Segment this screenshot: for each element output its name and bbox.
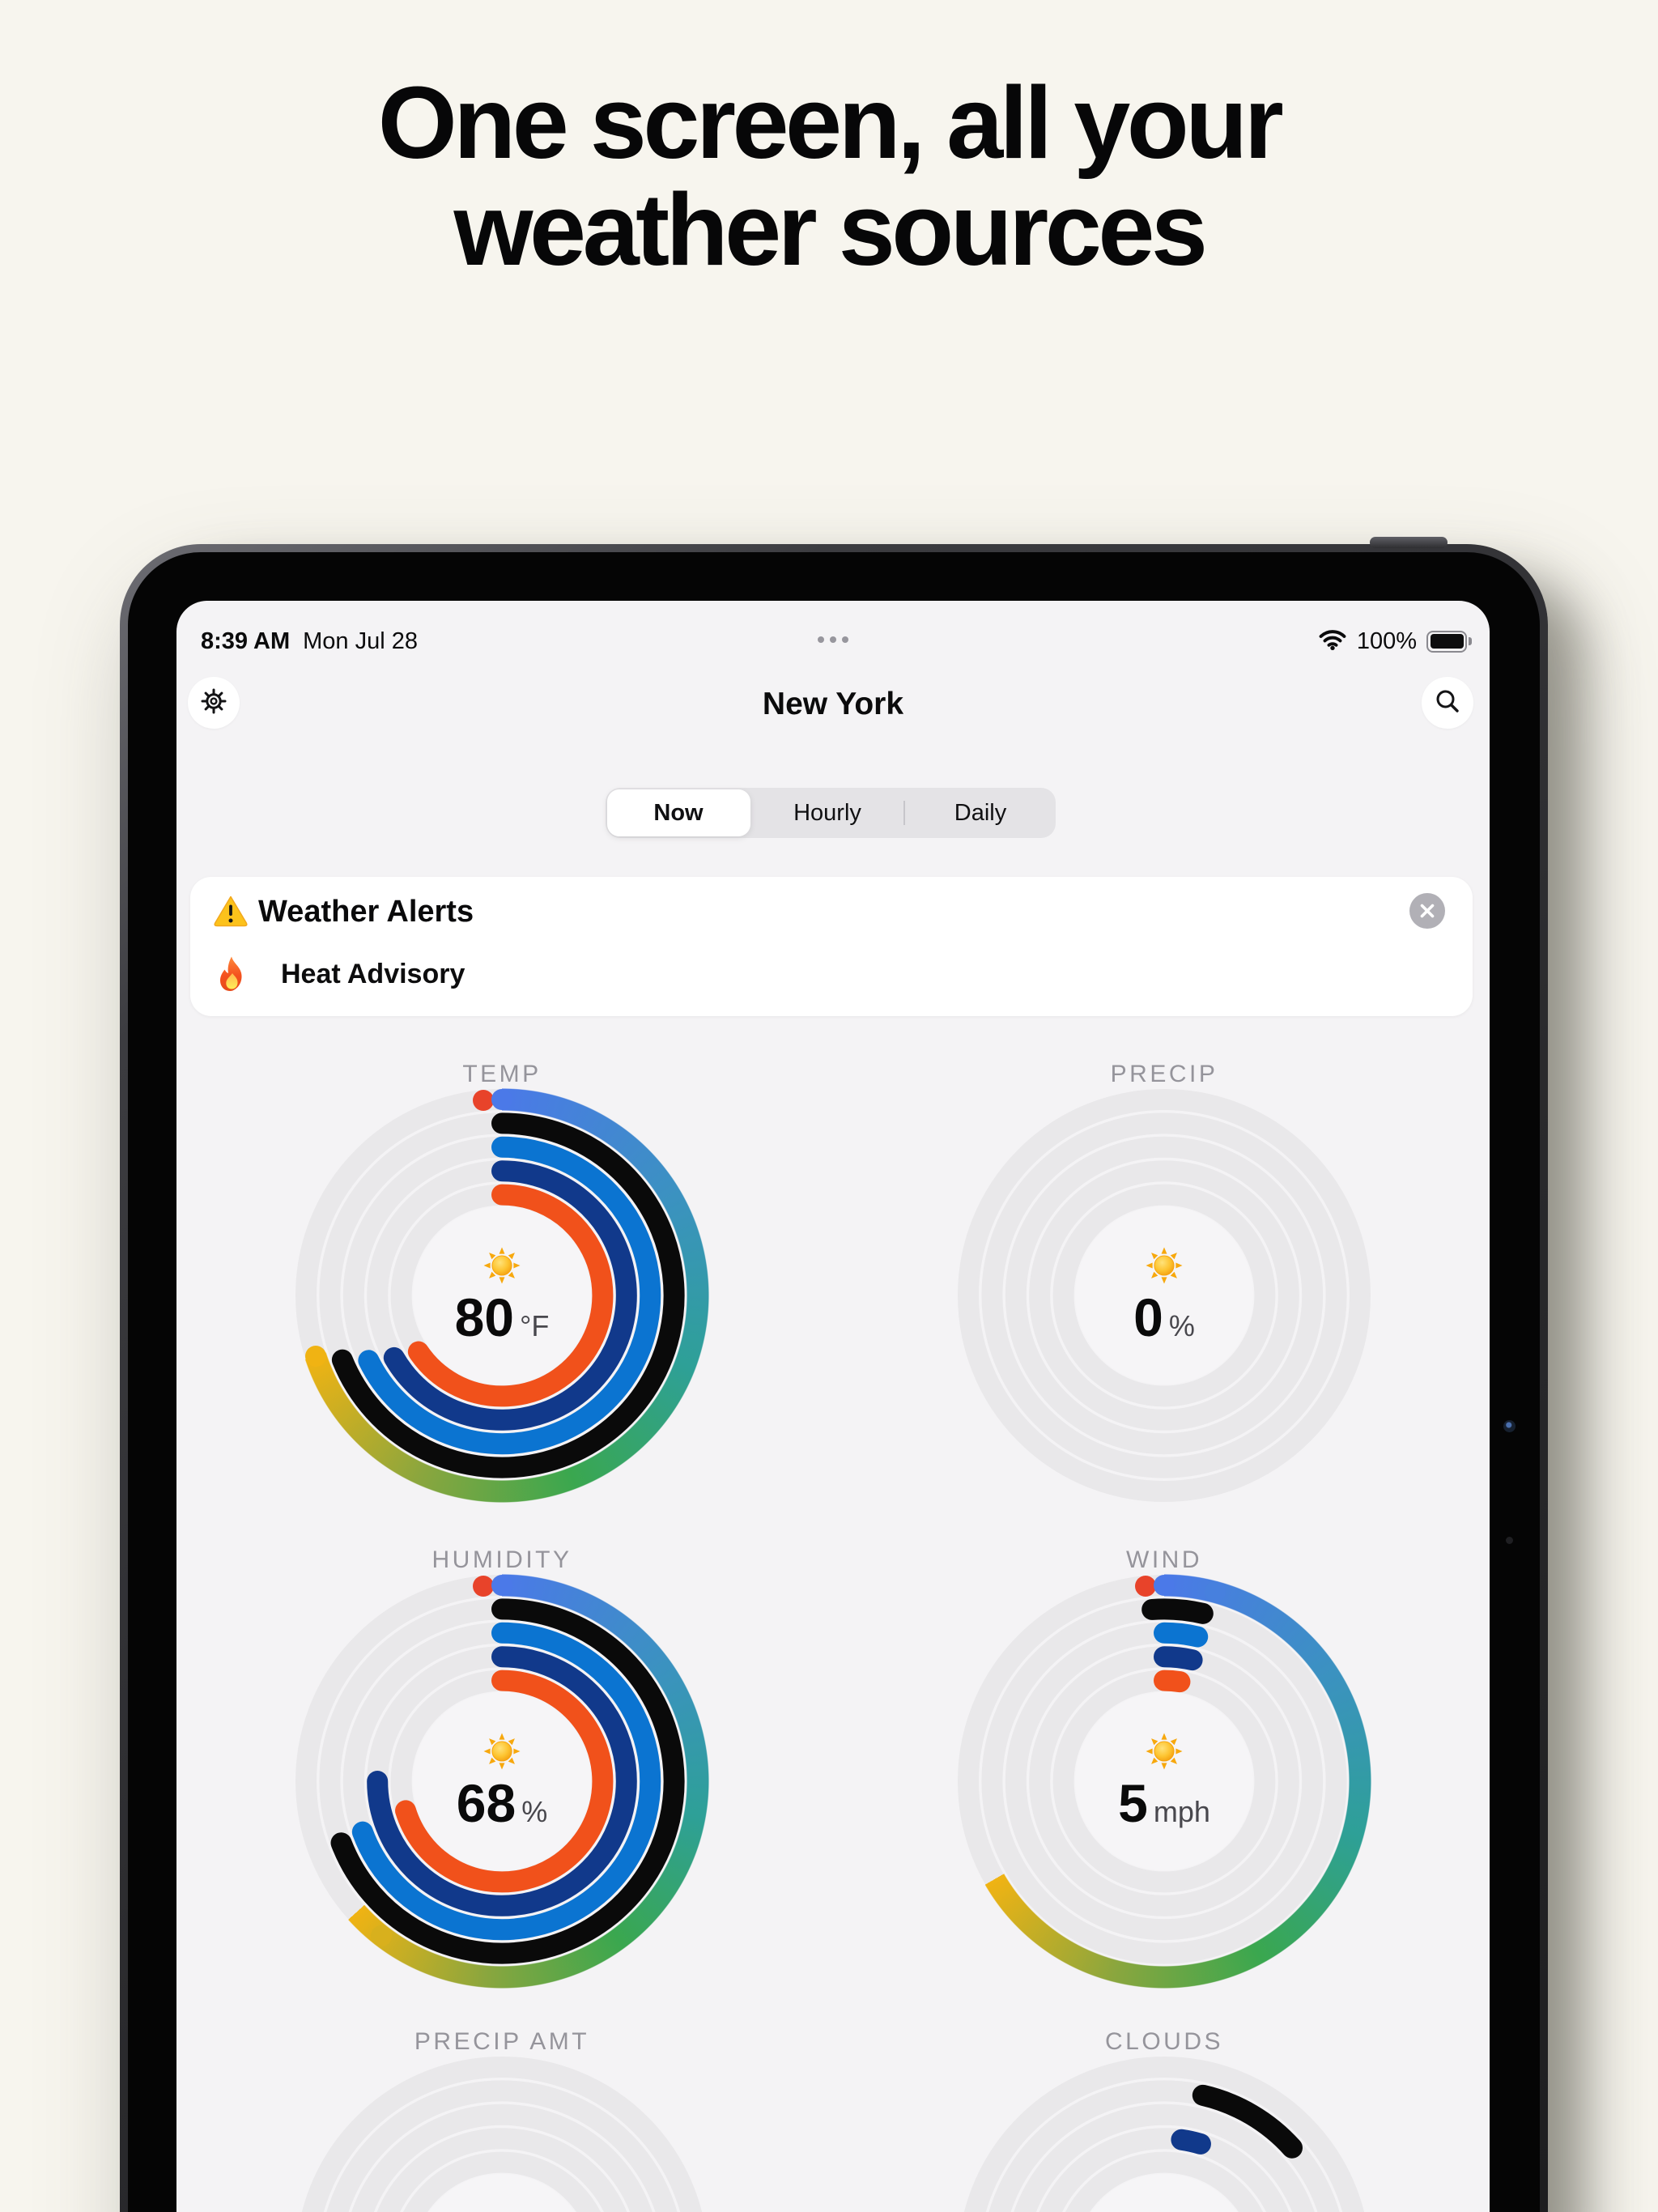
time-range-tabs: Now Hourly Daily	[606, 788, 1056, 838]
ipad-device: 8:39 AM Mon Jul 28 100%	[120, 537, 1548, 2212]
gauge-center: 68 %	[291, 1571, 712, 1992]
sun-icon	[1146, 1247, 1183, 1284]
page-title: New York	[762, 687, 904, 721]
close-button[interactable]	[1409, 893, 1445, 929]
tab-now[interactable]: Now	[653, 799, 704, 826]
ring-cap	[491, 1575, 512, 1596]
ring-cap	[371, 1925, 392, 1946]
alert-card-title: Weather Alerts	[258, 895, 474, 929]
gauge-value: 80 °F	[455, 1291, 550, 1344]
gauge-temp[interactable]: TEMP 80 °F	[291, 1062, 712, 1506]
status-bar: 8:39 AM Mon Jul 28 100%	[176, 625, 1490, 657]
status-date: Mon Jul 28	[303, 627, 418, 654]
gauge-number: 68	[456, 1773, 517, 1833]
status-time: 8:39 AM	[201, 627, 291, 654]
gear-icon	[198, 685, 230, 721]
ring-cap	[304, 1345, 326, 1367]
gauge-precip-amt[interactable]: PRECIP AMT	[291, 2030, 712, 2212]
warning-icon	[213, 894, 249, 932]
tab-hourly[interactable]: Hourly	[793, 799, 861, 826]
search-button[interactable]	[1422, 677, 1473, 729]
camera-sensor-icon	[1506, 1537, 1513, 1544]
multitask-dots-icon	[818, 636, 848, 643]
gauge-unit: °F	[520, 1309, 550, 1342]
gauge-clouds[interactable]: CLOUDS	[954, 2030, 1375, 2212]
gauge-number: 0	[1133, 1287, 1163, 1347]
gauge-center: 5 mph	[954, 1571, 1375, 1992]
app-screen: 8:39 AM Mon Jul 28 100%	[176, 601, 1490, 2212]
gauge-wind[interactable]: WIND 5 mph	[954, 1548, 1375, 1992]
gauge-unit: %	[1168, 1309, 1195, 1342]
headline: One screen, all your weather sources	[0, 69, 1658, 287]
gauge-value: 68 %	[457, 1776, 547, 1830]
front-camera-icon	[1503, 1420, 1516, 1432]
gauge-label: WIND	[1126, 1546, 1202, 1573]
search-icon	[1432, 686, 1463, 721]
headline-line1: One screen, all your	[377, 66, 1284, 180]
alert-item-label: Heat Advisory	[281, 959, 466, 989]
gauge-rings	[958, 1089, 1371, 1502]
gradient-ring	[291, 1571, 712, 1992]
gradient-ring	[954, 1571, 1375, 1992]
gauge-number: 80	[454, 1287, 515, 1347]
gauge-center: 80 °F	[291, 1085, 712, 1506]
gauge-value: 0 %	[1133, 1291, 1195, 1344]
gauge-precip[interactable]: PRECIP 0 %	[954, 1062, 1375, 1506]
gauge-center: 0 %	[954, 1085, 1375, 1506]
tab-divider	[903, 801, 905, 825]
gradient-ring	[291, 1085, 712, 1506]
gauge-label: TEMP	[462, 1061, 542, 1087]
headline-line2: weather sources	[453, 172, 1208, 287]
power-button[interactable]	[1370, 537, 1448, 548]
battery-percent: 100%	[1356, 627, 1417, 654]
selected-tab-pill	[607, 789, 750, 836]
gauge-label: HUMIDITY	[432, 1546, 572, 1573]
fire-icon	[217, 955, 246, 997]
sun-icon	[483, 1247, 521, 1284]
ring-cap	[491, 1089, 512, 1110]
gauge-unit: %	[521, 1795, 548, 1828]
gauge-number: 5	[1118, 1773, 1148, 1833]
gauge-rings	[301, 2057, 703, 2212]
gauge-label: PRECIP	[1110, 1061, 1218, 1087]
close-icon	[1409, 893, 1445, 931]
tab-daily[interactable]: Daily	[954, 799, 1007, 826]
gauge-label: PRECIP AMT	[414, 2028, 590, 2055]
wifi-icon	[1318, 628, 1347, 655]
gauge-rings	[963, 2057, 1365, 2212]
sun-icon	[1146, 1733, 1183, 1770]
sun-icon	[483, 1733, 521, 1770]
gauge-unit: mph	[1153, 1795, 1210, 1828]
battery-icon	[1426, 630, 1472, 653]
ring-cap	[1154, 1575, 1175, 1596]
gauge-humidity[interactable]: HUMIDITY 68 %	[291, 1548, 712, 1992]
gauge-value: 5 mph	[1118, 1776, 1210, 1830]
weather-alerts-card[interactable]: Weather Alerts	[190, 877, 1473, 1016]
gauge-label: CLOUDS	[1104, 2028, 1224, 2055]
ring-cap	[1204, 1581, 1226, 1603]
settings-button[interactable]	[188, 677, 240, 729]
